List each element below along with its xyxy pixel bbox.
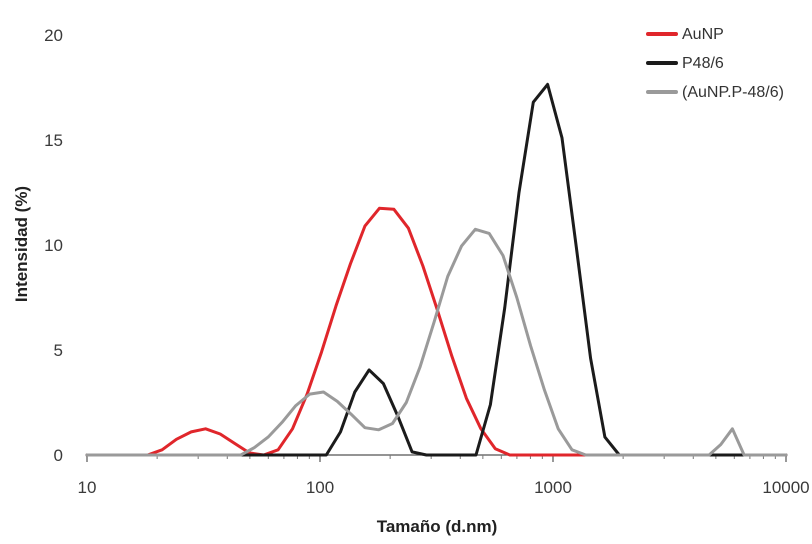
legend-label: (AuNP.P-48/6) <box>682 84 784 101</box>
x-axis-title: Tamaño (d.nm) <box>377 517 498 536</box>
x-tick-label: 10000 <box>762 478 809 497</box>
x-tick-label: 1000 <box>534 478 572 497</box>
series-line-3 <box>85 227 788 457</box>
x-tick-label: 100 <box>306 478 334 497</box>
y-tick-label: 20 <box>44 26 63 45</box>
y-tick-label: 5 <box>54 341 63 360</box>
series-line-2 <box>85 82 788 457</box>
legend-label: AuNP <box>682 26 724 43</box>
legend-label: P48/6 <box>682 55 724 72</box>
y-tick-label: 10 <box>44 236 63 255</box>
y-tick-label: 0 <box>54 446 63 465</box>
y-tick-label: 15 <box>44 131 63 150</box>
series-line-1 <box>85 206 788 457</box>
x-tick-label: 10 <box>78 478 97 497</box>
y-axis-title: Intensidad (%) <box>12 186 31 302</box>
